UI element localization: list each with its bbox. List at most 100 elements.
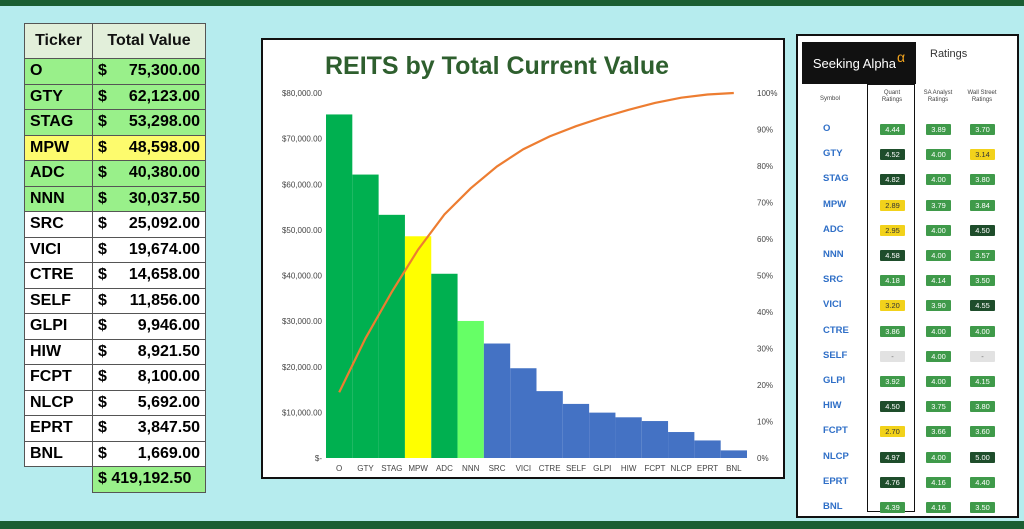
table-row: SELF $11,856.00 [24,287,206,314]
table-row: GTY $62,123.00 [24,83,206,110]
sa-symbol-link[interactable]: VICI [823,299,842,311]
sa-symbol-link[interactable]: GTY [823,148,843,160]
x-tick-label: NNN [462,464,480,473]
y-tick-label: $40,000.00 [282,272,323,281]
table-row: CTRE $14,658.00 [24,262,206,289]
value-cell: $75,300.00 [92,58,206,85]
x-tick-label: O [336,464,342,473]
bar-src [483,343,511,458]
total-blank-cell [25,467,93,493]
quant-rating-badge: 2.95 [880,224,905,236]
sa-symbol-link[interactable]: STAG [823,173,849,185]
value-cell: $8,100.00 [92,364,206,391]
bar-self [562,403,590,458]
y2-tick-label: 50% [757,272,773,281]
sa-symbol-link[interactable]: CTRE [823,324,849,336]
quant-rating-badge: 4.50 [880,401,905,413]
wall-rating-badge: - [970,350,995,362]
sa-symbol-link[interactable]: HIW [823,400,842,412]
sa-rating-badge: 3.89 [926,124,951,135]
table-row: SRC $25,092.00 [24,211,206,238]
bar-vici [510,368,537,458]
x-tick-label: CTRE [539,464,561,473]
total-value-cell: $ 419,192.50 [92,466,206,493]
value-amount: 8,100.00 [137,368,200,386]
table-row: FCPT $8,100.00 [24,364,206,391]
ticker-cell: EPRT [24,415,93,442]
currency-symbol: $ [98,342,107,360]
y-tick-label: $20,000.00 [282,363,323,372]
sa-symbol-link[interactable]: EPRT [823,475,849,487]
pareto-chart: REITS by Total Current Value $- $10,000.00… [261,38,785,479]
currency-symbol: $ [98,444,107,462]
currency-symbol: $ [98,240,107,258]
table-row: ADC $40,380.00 [24,160,206,187]
sa-header-line2: Ratings [927,97,949,103]
wall-rating-badge: 3.84 [970,199,995,211]
x-tick-label: BNL [726,464,742,473]
sa-rating-badge: 4.00 [926,350,951,362]
sa-analyst-column-header: SA Analyst Ratings [918,90,958,104]
sa-symbol-link[interactable]: ADC [823,223,844,235]
wall-rating-badge: 3.50 [970,502,995,513]
table-row: HIW $8,921.50 [24,338,206,365]
wall-rating-badge: 5.00 [970,451,995,463]
value-cell: $1,669.00 [92,440,206,467]
ticker-cell: GLPI [24,313,93,340]
table-row: EPRT $3,847.50 [24,415,206,442]
sa-rating-badge: 3.75 [926,401,951,413]
currency-symbol: $ [98,317,107,335]
bar-stag [378,214,405,458]
quant-rating-badge: 3.20 [880,300,905,312]
quant-rating-badge: 2.70 [880,426,905,438]
y2-tick-label: 100% [757,89,777,98]
sa-symbol-link[interactable]: NLCP [823,450,849,462]
currency-symbol: $ [98,266,107,284]
value-amount: 5,692.00 [137,393,200,411]
sa-symbol-link[interactable]: SELF [823,349,848,361]
value-amount: 8,921.50 [137,342,200,360]
sa-rating-badge: 4.00 [926,451,951,463]
y-tick-label: $50,000.00 [282,226,323,235]
table-row: NLCP $5,692.00 [24,389,206,416]
value-amount: 30,037.50 [128,189,200,207]
ticker-cell: O [24,58,93,85]
bar-nlcp [668,432,695,458]
seeking-alpha-panel: Seeking Alpha α Ratings Symbol Quant Rati… [796,34,1019,518]
x-tick-label: VICI [516,464,532,473]
x-tick-label: HIW [621,464,637,473]
currency-symbol: $ [98,368,107,386]
ticker-cell: SRC [24,211,93,238]
value-cell: $62,123.00 [92,83,206,110]
sa-symbol-link[interactable]: GLPI [823,375,846,386]
sa-symbol-link[interactable]: FCPT [823,425,848,437]
tab-ratings[interactable]: Ratings [930,48,968,60]
cumulative-percent-line [338,91,734,393]
sa-symbol-link[interactable]: MPW [823,198,847,210]
sa-symbol-link[interactable]: SRC [823,274,844,286]
value-amount: 53,298.00 [128,113,200,131]
value-amount: 1,669.00 [137,444,200,462]
currency-symbol: $ [98,138,107,156]
wall-rating-badge: 3.60 [970,426,995,438]
y2-tick-label: 30% [757,345,773,354]
sa-symbol-link[interactable]: BNL [823,501,843,512]
currency-symbol: $ [98,164,107,182]
chart-svg: REITS by Total Current Value $- $10,000.00… [282,52,778,473]
y-tick-label: $70,000.00 [282,135,323,144]
ticker-cell: ADC [24,160,93,187]
quant-rating-badge: 4.76 [880,476,905,488]
quant-rating-badge: 4.97 [880,451,905,463]
sa-header-line1: SA Analyst [923,90,953,96]
value-amount: 62,123.00 [128,87,200,105]
alpha-icon: α [897,49,906,65]
sa-symbol-link[interactable]: NNN [823,249,844,260]
sa-rating-badge: 3.79 [926,199,951,211]
wall-rating-badge: 3.80 [970,174,995,186]
seeking-alpha-logo: Seeking Alpha α [802,42,916,84]
bar-fcpt [641,421,669,458]
ticker-cell: GTY [24,83,93,110]
table-row: MPW $48,598.00 [24,134,206,161]
y2-tick-label: 80% [757,162,773,171]
sa-symbol-link[interactable]: O [823,123,831,134]
